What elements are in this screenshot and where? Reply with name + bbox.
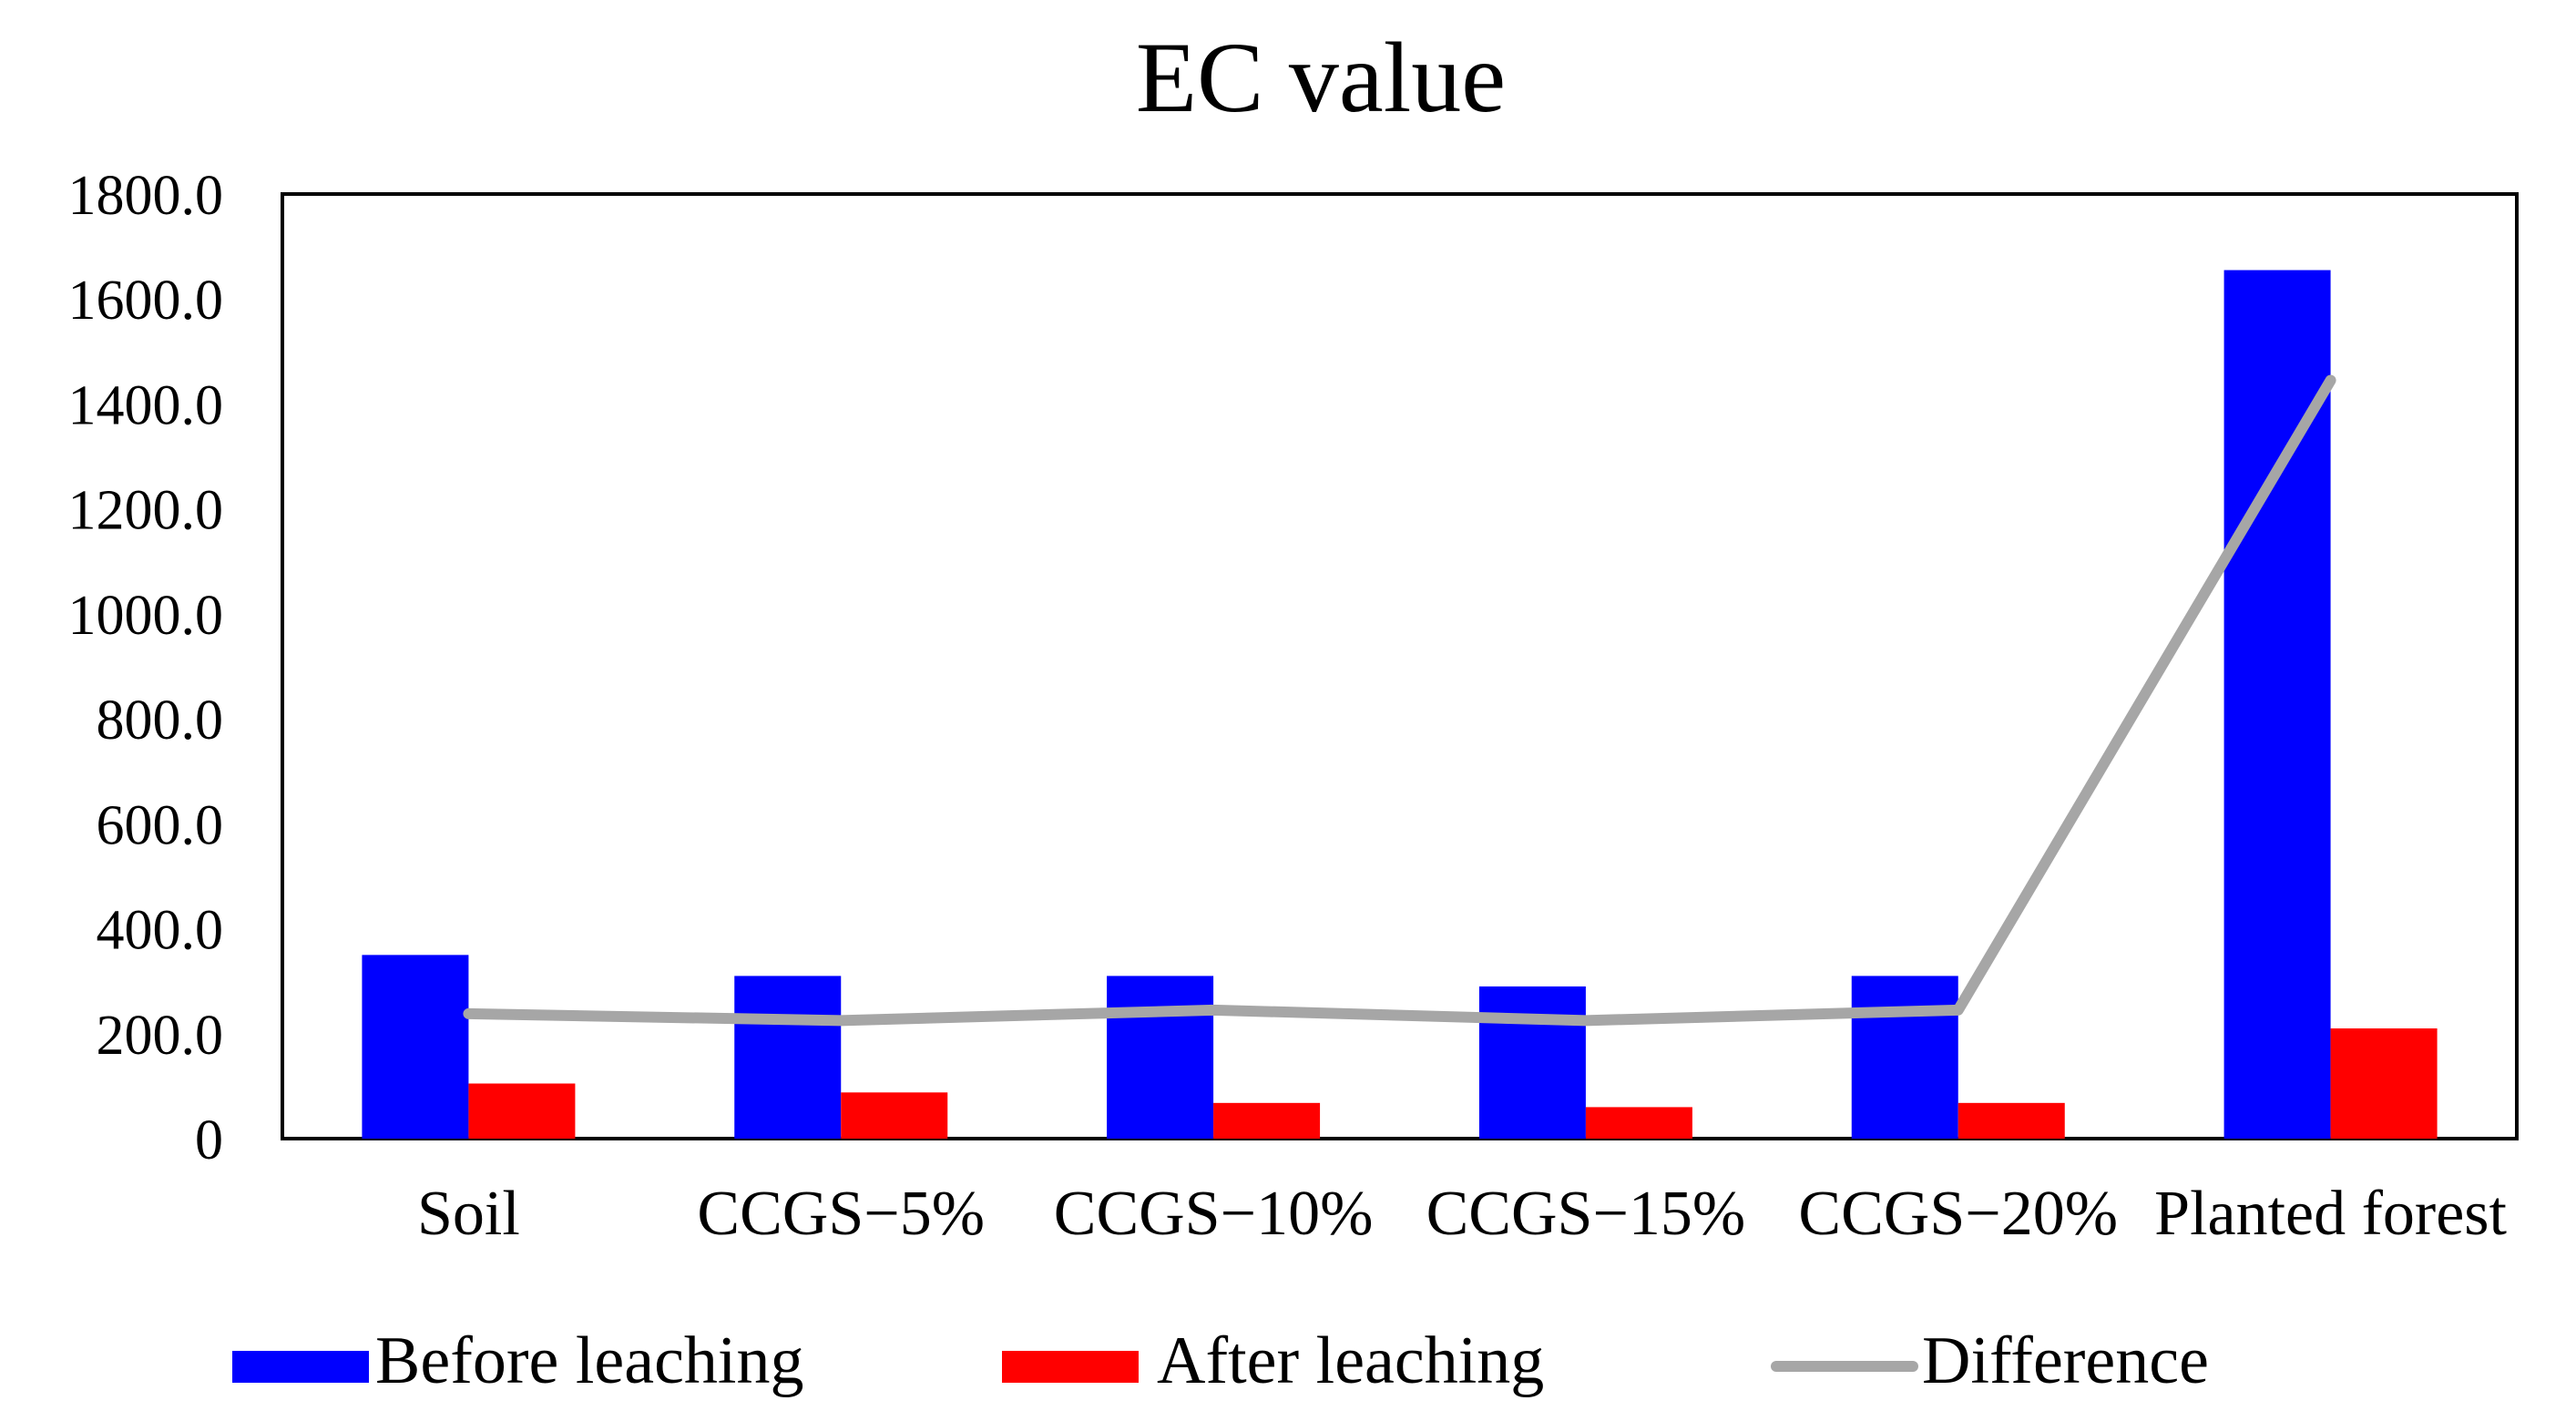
y-axis-ticks: 0 200.0 400.0 600.0 800.0 1000.0 1200.0 1400.0 1… bbox=[68, 165, 224, 1171]
legend-swatch bbox=[232, 1351, 369, 1383]
legend: Before leaching After leaching Difference bbox=[232, 1324, 2209, 1398]
x-category-label: CCGS−10% bbox=[1054, 1179, 1374, 1249]
y-tick-label: 400.0 bbox=[97, 900, 224, 962]
after-leaching-bar bbox=[1585, 1107, 1692, 1139]
before-leaching-bar bbox=[734, 976, 842, 1139]
chart-title: EC value bbox=[1136, 22, 1506, 133]
legend-label: After leaching bbox=[1157, 1324, 1544, 1398]
y-tick-label: 1600.0 bbox=[68, 270, 224, 332]
x-category-label: CCGS−5% bbox=[697, 1179, 985, 1249]
legend-difference: Difference bbox=[1771, 1324, 2209, 1398]
y-tick-label: 1800.0 bbox=[68, 165, 224, 227]
bar-marks bbox=[362, 270, 2438, 1139]
before-leaching-bar bbox=[1107, 976, 1214, 1139]
before-leaching-bar bbox=[1478, 986, 1586, 1139]
after-leaching-bar bbox=[1213, 1102, 1321, 1139]
x-category-label: Soil bbox=[417, 1179, 520, 1249]
after-leaching-bar bbox=[1958, 1102, 2065, 1139]
after-leaching-bar bbox=[2330, 1028, 2438, 1139]
x-category-label: Planted forest bbox=[2154, 1179, 2507, 1249]
y-tick-label: 800.0 bbox=[97, 690, 224, 751]
plot-area-frame bbox=[281, 192, 2519, 1140]
after-leaching-bar bbox=[468, 1083, 576, 1139]
difference-line-layer bbox=[463, 374, 2336, 1027]
legend-swatch bbox=[1002, 1351, 1139, 1383]
before-leaching-bar bbox=[1851, 976, 1958, 1139]
y-tick-label: 600.0 bbox=[97, 794, 224, 856]
legend-label: Difference bbox=[1922, 1324, 2209, 1398]
legend-after-leaching: After leaching bbox=[1002, 1324, 1544, 1398]
y-tick-label: 1400.0 bbox=[68, 374, 224, 436]
x-category-label: CCGS−15% bbox=[1426, 1179, 1746, 1249]
y-tick-label: 0 bbox=[195, 1109, 223, 1171]
x-axis-labels: Soil CCGS−5% CCGS−10% CCGS−15% CCGS−20% Plant… bbox=[417, 1179, 2508, 1249]
after-leaching-bar bbox=[841, 1092, 948, 1139]
y-tick-label: 200.0 bbox=[97, 1005, 224, 1067]
y-tick-label: 1000.0 bbox=[68, 585, 224, 647]
legend-before-leaching: Before leaching bbox=[232, 1324, 804, 1398]
y-tick-label: 1200.0 bbox=[68, 480, 224, 542]
x-category-label: CCGS−20% bbox=[1798, 1179, 2118, 1249]
before-leaching-bar bbox=[362, 955, 469, 1139]
legend-label: Before leaching bbox=[375, 1324, 804, 1398]
difference-line bbox=[463, 374, 2336, 1027]
